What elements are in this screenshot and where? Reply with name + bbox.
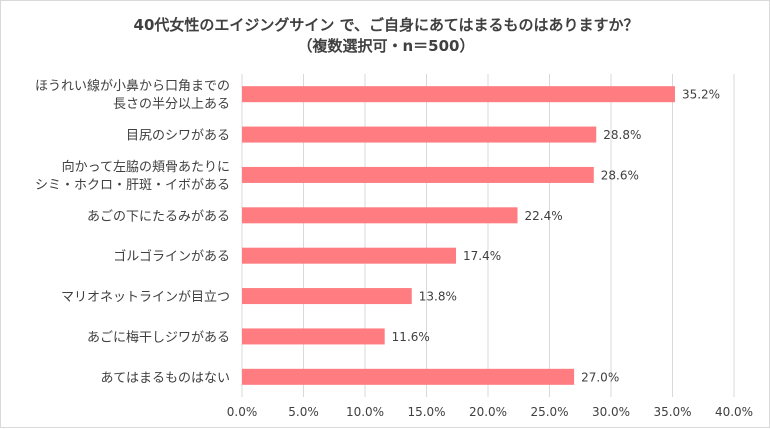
chart-title: 40代女性のエイジングサイン で、ご自身にあてはまるものはありますか？ <box>133 16 639 34</box>
data-label: 22.4% <box>525 209 563 223</box>
bar <box>242 368 575 385</box>
bar <box>242 328 385 345</box>
x-tick-label: 25.0% <box>530 405 568 419</box>
bar <box>242 86 675 103</box>
category-label: あてはまるものはない <box>101 371 230 386</box>
bar <box>242 207 518 224</box>
data-label: 17.4% <box>463 249 501 263</box>
x-tick-label: 30.0% <box>592 405 630 419</box>
data-label: 11.6% <box>392 330 430 344</box>
x-tick-label: 5.0% <box>288 405 319 419</box>
category-label: ゴルゴラインがある <box>113 249 230 265</box>
x-tick-label: 35.0% <box>653 405 691 419</box>
x-tick-label: 20.0% <box>469 405 507 419</box>
category-label: 長さの半分以上ある <box>113 97 230 112</box>
x-tick-label: 40.0% <box>715 405 753 419</box>
bar <box>242 166 594 183</box>
data-label: 35.2% <box>682 88 720 102</box>
bar <box>242 247 457 264</box>
category-label: あごの下にたるみがある <box>87 208 230 224</box>
bar <box>242 288 412 305</box>
data-label: 28.6% <box>601 168 639 182</box>
x-tick-label: 15.0% <box>407 405 445 419</box>
x-tick-label: 0.0% <box>227 405 258 419</box>
data-label: 28.8% <box>603 128 641 142</box>
category-label: 向かって左脇の頬骨あたりに <box>62 159 230 175</box>
category-label: あごに梅干しジワがある <box>87 329 230 345</box>
category-label: 目尻のシワがある <box>126 129 230 144</box>
chart-subtitle: （複数選択可・n＝500） <box>297 37 475 55</box>
data-label: 13.8% <box>419 290 457 304</box>
data-label: 27.0% <box>581 370 619 384</box>
category-label: ほうれい線が小鼻から口角までの <box>35 78 230 94</box>
category-label: シミ・ホクロ・肝斑・イボがある <box>35 178 230 193</box>
category-label: マリオネットラインが目立つ <box>61 290 230 305</box>
bar <box>242 126 597 143</box>
x-tick-label: 10.0% <box>346 405 384 419</box>
